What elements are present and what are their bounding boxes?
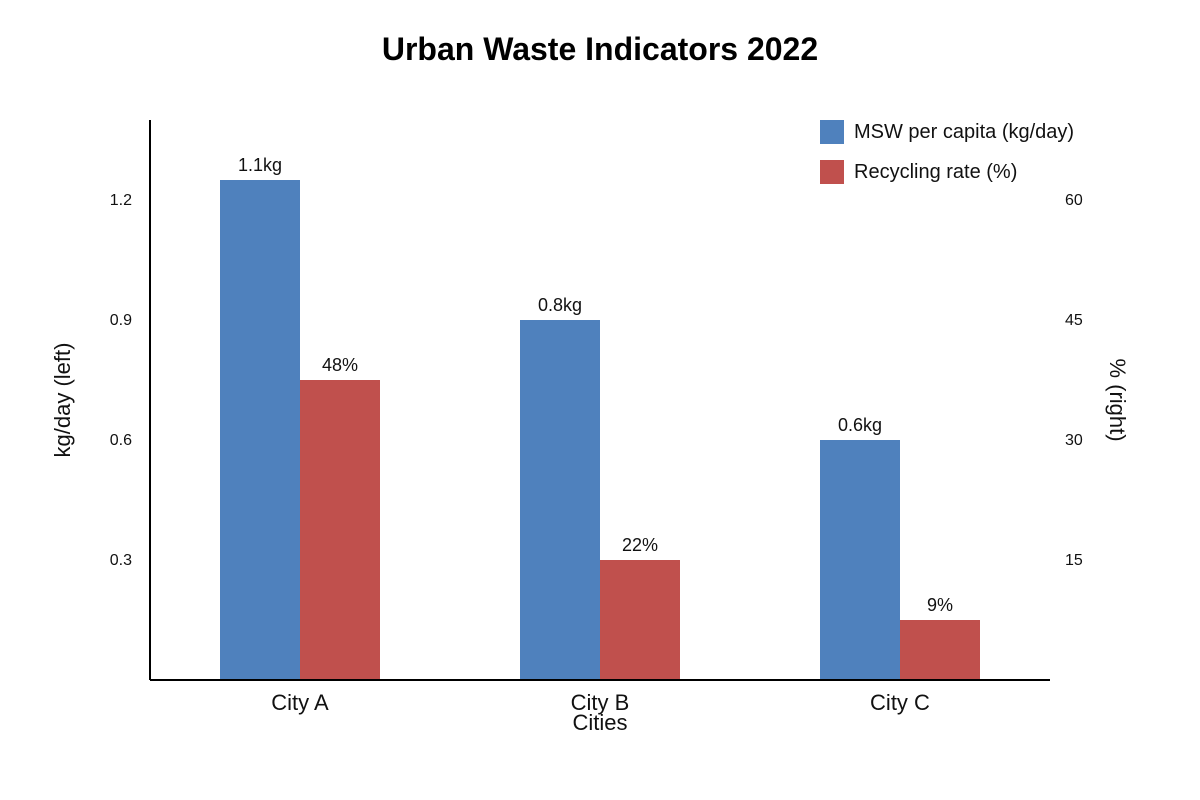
right-ticks-group: 15 30 45 60 — [1065, 192, 1083, 569]
legend-label-recycling: Recycling rate (%) — [854, 161, 1017, 183]
legend-swatch-recycling — [820, 160, 844, 184]
legend: MSW per capita (kg/day) Recycling rate (… — [820, 120, 1074, 184]
category-label: City C — [870, 690, 930, 715]
left-tick-label: 1.2 — [110, 192, 132, 209]
y-axis-right-label: % (right) — [1105, 358, 1130, 441]
y-axis-left-label: kg/day (left) — [50, 343, 75, 458]
left-tick-label: 0.9 — [110, 312, 132, 329]
data-label-msw-1: 0.8kg — [538, 295, 582, 315]
left-ticks-group: 0.3 0.6 0.9 1.2 — [110, 192, 132, 569]
data-label-msw-2: 0.6kg — [838, 415, 882, 435]
x-axis-label: Cities — [572, 710, 627, 735]
right-tick-label: 15 — [1065, 552, 1083, 569]
category-labels-group: City A City B City C — [271, 690, 930, 715]
chart-title: Urban Waste Indicators 2022 — [382, 31, 818, 67]
data-label-recycling-0: 48% — [322, 355, 358, 375]
right-tick-label: 45 — [1065, 312, 1083, 329]
bar-msw-2 — [820, 440, 900, 680]
bars-group — [220, 180, 980, 680]
data-labels-group: 1.1kg 0.8kg 0.6kg 48% 22% 9% — [238, 155, 953, 615]
bar-msw-1 — [520, 320, 600, 680]
legend-label-msw: MSW per capita (kg/day) — [854, 121, 1074, 143]
left-tick-label: 0.3 — [110, 552, 132, 569]
category-label: City A — [271, 690, 329, 715]
bar-msw-0 — [220, 180, 300, 680]
category-label: City B — [571, 690, 630, 715]
legend-swatch-msw — [820, 120, 844, 144]
right-tick-label: 30 — [1065, 432, 1083, 449]
bar-recycling-1 — [600, 560, 680, 680]
data-label-recycling-1: 22% — [622, 535, 658, 555]
bar-recycling-2 — [900, 620, 980, 680]
right-tick-label: 60 — [1065, 192, 1083, 209]
left-tick-label: 0.6 — [110, 432, 132, 449]
data-label-recycling-2: 9% — [927, 595, 953, 615]
bar-recycling-0 — [300, 380, 380, 680]
data-label-msw-0: 1.1kg — [238, 155, 282, 175]
